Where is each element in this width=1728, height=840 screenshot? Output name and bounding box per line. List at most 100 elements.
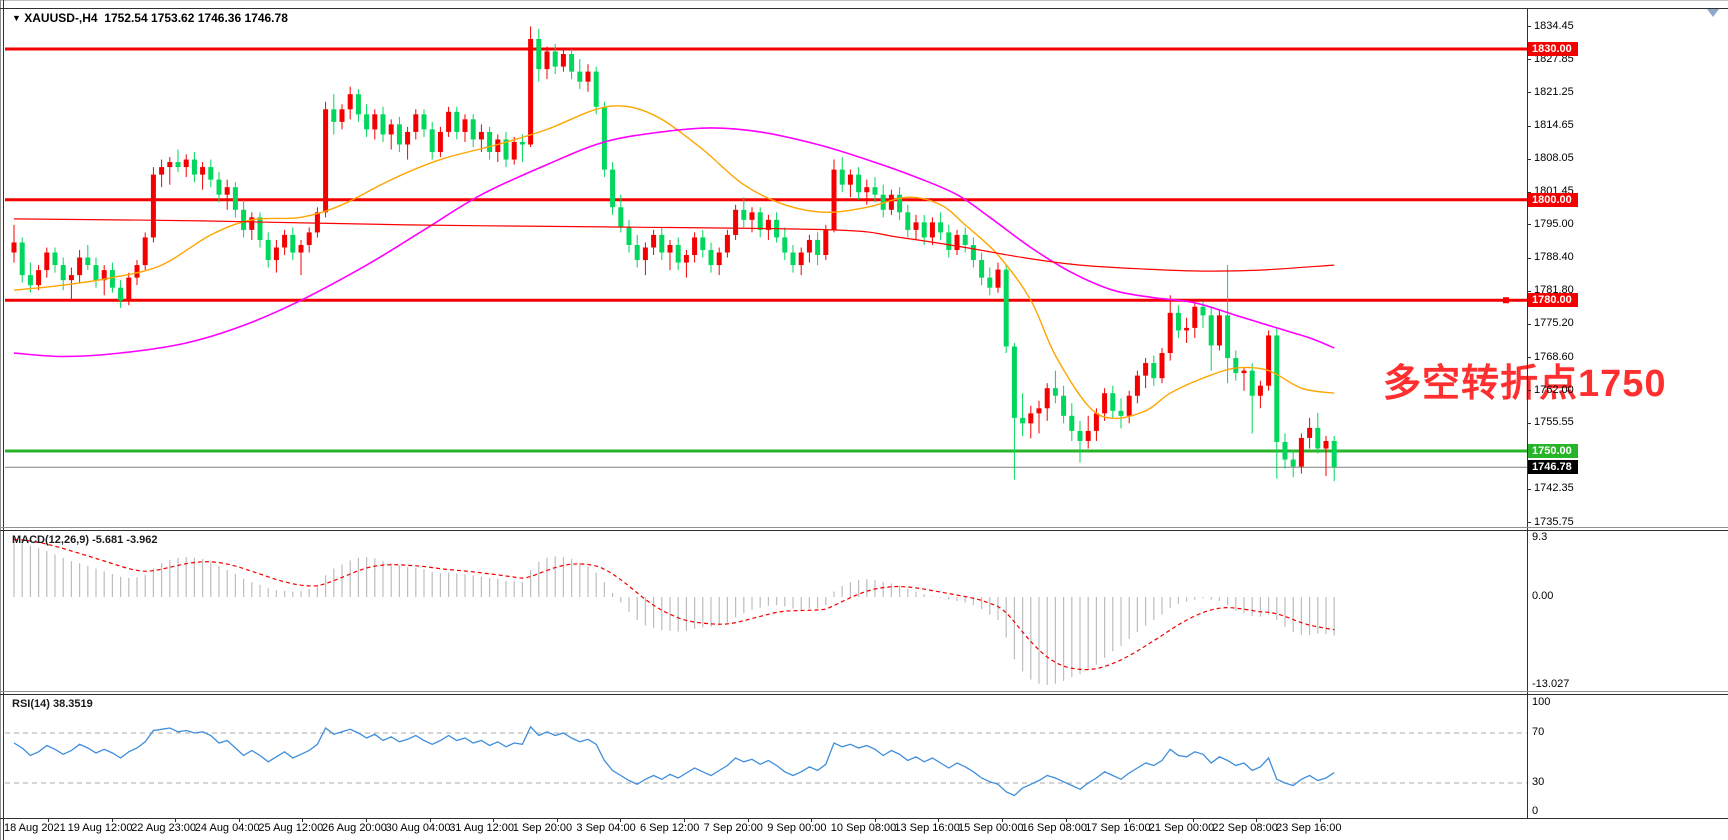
candle-62: [519, 134, 525, 163]
candle-125: [1036, 400, 1042, 434]
candle-142: [1175, 305, 1181, 338]
price-tick-label: 1755.55: [1534, 416, 1574, 429]
candle-128: [1061, 385, 1067, 424]
rsi-pane-canvas[interactable]: [5, 695, 1527, 818]
candle-75: [626, 219, 632, 253]
candle-61: [511, 136, 517, 165]
pane-splitter-main-macd[interactable]: [0, 530, 1728, 531]
candle-45: [380, 106, 386, 142]
candle-124: [1028, 405, 1034, 439]
candle-149: [1233, 350, 1239, 381]
candle-50: [421, 109, 427, 137]
candle-52: [437, 126, 443, 158]
candle-106: [880, 184, 886, 218]
macd-pane-canvas[interactable]: [5, 531, 1527, 691]
candle-161: [1331, 435, 1337, 482]
candle-76: [634, 234, 640, 268]
candle-99: [823, 224, 829, 261]
chart-shift-marker-icon[interactable]: [1707, 9, 1719, 17]
main-chart-canvas[interactable]: [5, 10, 1527, 529]
candle-111: [921, 214, 927, 245]
candle-35: [298, 239, 304, 276]
pane-splitter-macd-rsi-top[interactable]: [0, 691, 1728, 692]
time-tick-mark: [302, 818, 304, 822]
candle-22: [191, 152, 197, 183]
candle-97: [806, 234, 812, 263]
price-tick-label: 1781.80: [1534, 284, 1574, 297]
pane-splitter-main-macd-top[interactable]: [0, 527, 1728, 528]
time-tick-mark: [1256, 818, 1258, 822]
ohlc-low: 1746.36: [197, 11, 242, 25]
candle-104: [864, 179, 870, 205]
candle-92: [765, 214, 771, 240]
price-tick-mark: [1527, 290, 1531, 292]
ma-line-fast-orange: [13, 105, 1335, 420]
candle-146: [1208, 307, 1214, 371]
time-label: 23 Sep 16:00: [1276, 822, 1342, 834]
price-tick-mark: [1527, 522, 1531, 524]
candle-58: [487, 126, 493, 160]
price-tick-mark: [1527, 323, 1531, 325]
candle-20: [175, 149, 181, 173]
candle-117: [970, 237, 976, 268]
time-tick-mark: [1002, 818, 1003, 822]
price-tick-mark: [1527, 191, 1531, 193]
macd-label: MACD(12,26,9) -5.681 -3.962: [12, 534, 158, 546]
candle-17: [150, 167, 156, 243]
candle-3: [36, 265, 42, 291]
price-tick-label: 1735.75: [1534, 515, 1574, 528]
candle-145: [1200, 301, 1206, 328]
symbol-dropdown-icon[interactable]: ▼: [12, 13, 21, 23]
candle-113: [938, 212, 944, 240]
candle-80: [667, 239, 673, 271]
candle-115: [954, 229, 960, 256]
chart-pane-top-border: [0, 8, 1728, 9]
time-label: 13 Sep 16:00: [894, 822, 960, 834]
candle-120: [995, 262, 1001, 293]
time-tick-mark: [1065, 818, 1067, 822]
candle-102: [847, 169, 853, 198]
macd-axis-zero: 0.00: [1532, 590, 1554, 602]
time-label: 9 Sep 00:00: [767, 822, 827, 834]
candle-41: [347, 86, 353, 120]
price-tick-label: 1762.00: [1534, 383, 1574, 396]
time-tick-mark: [175, 818, 177, 822]
candle-57: [478, 124, 484, 153]
hline-handle-1780[interactable]: [1503, 297, 1509, 304]
candle-129: [1069, 403, 1075, 441]
candle-78: [651, 229, 657, 256]
time-label: 30 Aug 04:00: [385, 822, 451, 834]
candle-116: [962, 227, 968, 253]
rsi-axis-100: 100: [1532, 696, 1551, 708]
candle-135: [1118, 398, 1124, 429]
pane-splitter-macd-rsi[interactable]: [0, 694, 1728, 695]
price-badge-1750.00: 1750.00: [1528, 444, 1578, 458]
candle-42: [355, 89, 361, 122]
time-label: 26 Aug 20:00: [322, 822, 387, 834]
candle-36: [306, 227, 312, 253]
price-badge-1800.00: 1800.00: [1528, 192, 1578, 207]
time-label: 31 Aug 12:00: [449, 822, 515, 834]
candle-153: [1266, 330, 1272, 391]
candle-73: [610, 162, 616, 215]
candle-160: [1323, 435, 1329, 477]
price-tick-label: 1742.35: [1534, 482, 1574, 495]
candle-143: [1184, 317, 1190, 343]
candle-72: [601, 101, 607, 178]
time-tick-mark: [493, 818, 495, 822]
time-tick-mark: [811, 818, 813, 822]
time-label: 15 Sep 00:00: [958, 822, 1024, 834]
window-left-edge-inner: [3, 0, 4, 840]
chart-text-annotation[interactable]: 多空转折点1750: [1383, 363, 1667, 405]
candle-156: [1290, 451, 1296, 478]
candle-118: [979, 252, 985, 286]
candle-32: [273, 239, 279, 273]
candle-87: [724, 229, 730, 258]
candle-34: [290, 227, 296, 261]
time-tick-mark: [366, 818, 367, 822]
candle-8: [77, 250, 83, 283]
candle-110: [913, 214, 919, 240]
candle-44: [372, 109, 378, 140]
price-tick-label: 1821.25: [1534, 85, 1574, 98]
candle-100: [831, 159, 837, 233]
